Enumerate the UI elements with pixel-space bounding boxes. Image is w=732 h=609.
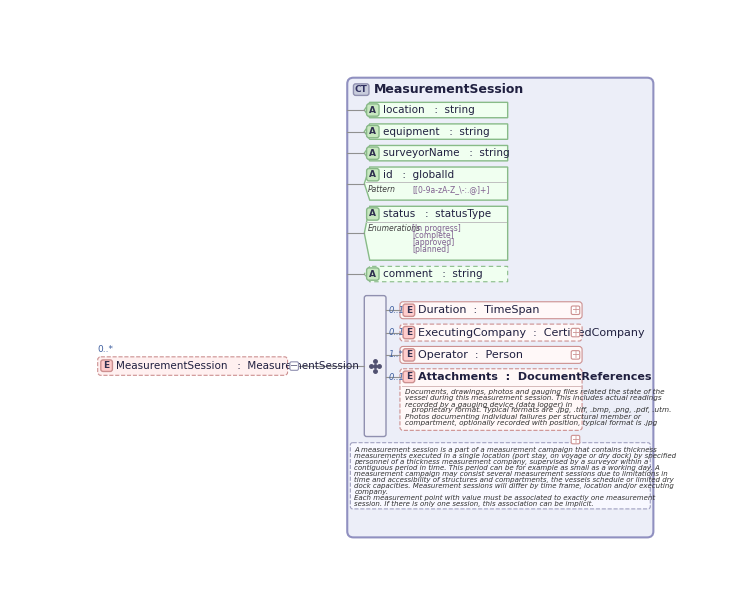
FancyBboxPatch shape (367, 268, 379, 280)
FancyBboxPatch shape (400, 369, 582, 431)
Polygon shape (365, 102, 508, 118)
Text: Enumerations: Enumerations (367, 224, 420, 233)
Text: A measurement session is a part of a measurement campaign that contains thicknes: A measurement session is a part of a mea… (354, 446, 657, 452)
FancyBboxPatch shape (367, 208, 379, 220)
FancyBboxPatch shape (571, 306, 580, 314)
FancyBboxPatch shape (367, 169, 379, 181)
Text: Attachments  :  DocumentReferences: Attachments : DocumentReferences (418, 372, 651, 382)
FancyBboxPatch shape (571, 351, 580, 359)
Text: time and accessibility of structures and compartments, the vessels schedule or l: time and accessibility of structures and… (354, 477, 674, 483)
Text: 1..*: 1..* (388, 350, 403, 359)
FancyBboxPatch shape (354, 84, 369, 96)
Polygon shape (365, 146, 508, 161)
Text: Each measurement point with value must be associated to exactly one measurement: Each measurement point with value must b… (354, 495, 655, 501)
Text: comment   :  string: comment : string (383, 269, 482, 279)
Text: [planned]: [planned] (412, 245, 449, 254)
Text: E: E (406, 328, 412, 337)
Text: A: A (370, 149, 376, 158)
FancyBboxPatch shape (367, 125, 379, 138)
Text: company.: company. (354, 488, 389, 495)
Text: MeasurementSession   :  MeasurementSession: MeasurementSession : MeasurementSession (116, 361, 359, 371)
FancyBboxPatch shape (403, 349, 414, 361)
Text: compartment, optionally recorded with position, typical format is .jpg: compartment, optionally recorded with po… (405, 420, 657, 426)
Text: recorded by a gauging device (data logger) in: recorded by a gauging device (data logge… (405, 401, 572, 407)
Text: 0..1: 0..1 (388, 306, 404, 315)
Text: A: A (370, 105, 376, 114)
Text: Pattern: Pattern (367, 185, 395, 194)
FancyBboxPatch shape (571, 435, 580, 444)
FancyBboxPatch shape (403, 304, 414, 317)
Text: +: + (572, 435, 580, 445)
FancyBboxPatch shape (400, 324, 582, 341)
FancyBboxPatch shape (403, 326, 414, 339)
Text: E: E (103, 361, 110, 370)
Text: E: E (406, 372, 412, 381)
Polygon shape (365, 124, 508, 139)
Text: proprietary format. Typical formats are .jpg, .tiff, .bmp, .png, .pdf, .utm.: proprietary format. Typical formats are … (405, 407, 671, 414)
Text: E: E (406, 306, 412, 315)
Text: −: − (290, 361, 298, 371)
Text: equipment   :  string: equipment : string (383, 127, 490, 136)
FancyBboxPatch shape (97, 357, 288, 375)
Text: 0..*: 0..* (97, 345, 113, 354)
FancyBboxPatch shape (400, 302, 582, 319)
Text: [complete]: [complete] (412, 231, 454, 240)
Text: measurements executed in a single location (port stay, on voyage or dry dock) by: measurements executed in a single locati… (354, 452, 676, 459)
FancyBboxPatch shape (367, 147, 379, 160)
Text: MeasurementSession: MeasurementSession (373, 83, 524, 96)
Text: ExecutingCompany  :  CertifiedCompany: ExecutingCompany : CertifiedCompany (418, 328, 644, 337)
Text: A: A (370, 270, 376, 278)
Text: [In progress]: [In progress] (412, 224, 461, 233)
FancyBboxPatch shape (403, 371, 414, 382)
Polygon shape (365, 167, 508, 200)
Text: 0..1: 0..1 (388, 328, 404, 337)
Text: A: A (370, 209, 376, 219)
Text: vessel during this measurement session. This includes actual readings: vessel during this measurement session. … (405, 395, 661, 401)
Text: id   :  globalId: id : globalId (383, 170, 454, 180)
Text: A: A (370, 171, 376, 179)
FancyBboxPatch shape (367, 104, 379, 116)
Text: session. If there is only one session, this association can be implicit.: session. If there is only one session, t… (354, 501, 594, 507)
Text: +: + (572, 350, 580, 360)
FancyBboxPatch shape (351, 443, 650, 509)
Text: Documents, drawings, photos and gauging files related the state of the: Documents, drawings, photos and gauging … (405, 389, 664, 395)
Text: measurement campaign may consist several measurement sessions due to limitations: measurement campaign may consist several… (354, 471, 668, 477)
Polygon shape (365, 266, 508, 282)
Polygon shape (365, 206, 508, 260)
Text: Photos documenting individual failures per structural member or: Photos documenting individual failures p… (405, 414, 640, 420)
FancyBboxPatch shape (101, 360, 113, 371)
FancyBboxPatch shape (571, 328, 580, 337)
FancyBboxPatch shape (347, 78, 654, 537)
Text: dock capacities. Measurement sessions will differ by time frame, location and/or: dock capacities. Measurement sessions wi… (354, 482, 674, 488)
Text: Duration  :  TimeSpan: Duration : TimeSpan (418, 305, 539, 315)
Text: 0..1: 0..1 (388, 373, 404, 382)
FancyBboxPatch shape (290, 362, 299, 370)
FancyBboxPatch shape (400, 347, 582, 364)
FancyBboxPatch shape (365, 295, 386, 437)
Text: +: + (572, 305, 580, 315)
Text: [[0-9a-zA-Z_\-:.@]+]: [[0-9a-zA-Z_\-:.@]+] (412, 185, 490, 194)
Text: +: + (572, 328, 580, 337)
Text: location   :  string: location : string (383, 105, 474, 115)
Text: [approved]: [approved] (412, 238, 455, 247)
Text: E: E (406, 350, 412, 359)
Text: A: A (370, 127, 376, 136)
Text: CT: CT (355, 85, 367, 94)
Text: status   :  statusType: status : statusType (383, 209, 491, 219)
Text: personnel of a thickness measurement company, supervised by a surveyor within a: personnel of a thickness measurement com… (354, 459, 649, 465)
Text: contiguous period in time. This period can be for example as small as a working : contiguous period in time. This period c… (354, 465, 660, 471)
Text: surveyorName   :  string: surveyorName : string (383, 148, 509, 158)
Text: Operator  :  Person: Operator : Person (418, 350, 523, 360)
